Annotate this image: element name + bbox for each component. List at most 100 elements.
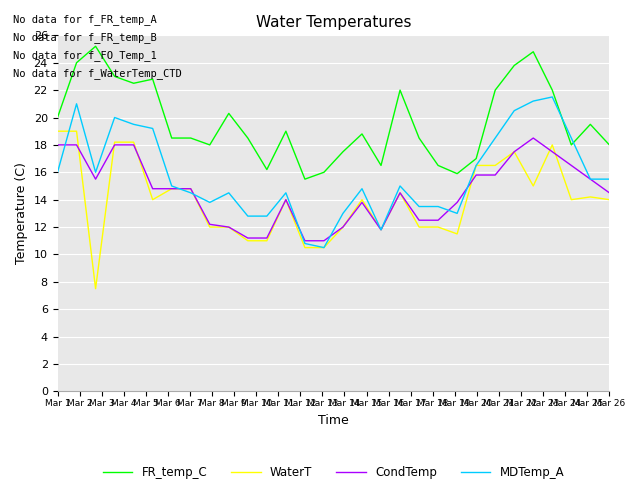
FR_temp_C <box>130 80 138 86</box>
CondTemp <box>244 235 252 241</box>
CondTemp <box>111 142 118 148</box>
FR_temp_C <box>605 142 613 148</box>
FR_temp_C <box>320 169 328 175</box>
WaterT <box>225 224 232 230</box>
Text: No data for f_FR_temp_B: No data for f_FR_temp_B <box>13 32 157 43</box>
FR_temp_C <box>244 135 252 141</box>
WaterT <box>396 190 404 196</box>
MDTemp_A <box>377 227 385 233</box>
Line: WaterT: WaterT <box>58 131 609 288</box>
WaterT <box>149 197 157 203</box>
WaterT <box>529 183 537 189</box>
FR_temp_C <box>149 76 157 82</box>
CondTemp <box>396 190 404 196</box>
FR_temp_C <box>282 128 290 134</box>
Text: No data for f_FO_Temp_1: No data for f_FO_Temp_1 <box>13 50 157 61</box>
WaterT <box>263 238 271 244</box>
CondTemp <box>415 217 423 223</box>
WaterT <box>168 186 175 192</box>
CondTemp <box>54 142 61 148</box>
Line: CondTemp: CondTemp <box>58 138 609 241</box>
CondTemp <box>605 190 613 196</box>
MDTemp_A <box>548 94 556 100</box>
WaterT <box>415 224 423 230</box>
WaterT <box>111 139 118 145</box>
CondTemp <box>358 200 366 205</box>
FR_temp_C <box>510 62 518 68</box>
WaterT <box>510 149 518 155</box>
CondTemp <box>168 186 175 192</box>
CondTemp <box>282 197 290 203</box>
Legend: FR_temp_C, WaterT, CondTemp, MDTemp_A: FR_temp_C, WaterT, CondTemp, MDTemp_A <box>98 461 569 480</box>
FR_temp_C <box>529 49 537 55</box>
CondTemp <box>586 176 594 182</box>
MDTemp_A <box>320 245 328 251</box>
MDTemp_A <box>358 186 366 192</box>
FR_temp_C <box>586 121 594 127</box>
CondTemp <box>187 186 195 192</box>
CondTemp <box>453 200 461 205</box>
MDTemp_A <box>282 190 290 196</box>
WaterT <box>605 197 613 203</box>
FR_temp_C <box>472 156 480 161</box>
WaterT <box>492 163 499 168</box>
FR_temp_C <box>377 163 385 168</box>
MDTemp_A <box>492 135 499 141</box>
MDTemp_A <box>168 183 175 189</box>
FR_temp_C <box>111 73 118 79</box>
WaterT <box>92 286 99 291</box>
Y-axis label: Temperature (C): Temperature (C) <box>15 162 28 264</box>
WaterT <box>187 186 195 192</box>
MDTemp_A <box>396 183 404 189</box>
X-axis label: Time: Time <box>318 414 349 427</box>
WaterT <box>568 197 575 203</box>
MDTemp_A <box>225 190 232 196</box>
CondTemp <box>206 221 214 227</box>
WaterT <box>586 194 594 200</box>
Text: No data for f_WaterTemp_CTD: No data for f_WaterTemp_CTD <box>13 68 182 79</box>
MDTemp_A <box>263 213 271 219</box>
WaterT <box>377 227 385 233</box>
FR_temp_C <box>415 135 423 141</box>
MDTemp_A <box>586 176 594 182</box>
FR_temp_C <box>54 115 61 120</box>
CondTemp <box>377 227 385 233</box>
MDTemp_A <box>54 169 61 175</box>
CondTemp <box>435 217 442 223</box>
MDTemp_A <box>510 108 518 114</box>
FR_temp_C <box>73 60 81 66</box>
MDTemp_A <box>244 213 252 219</box>
MDTemp_A <box>568 135 575 141</box>
MDTemp_A <box>339 211 347 216</box>
MDTemp_A <box>435 204 442 209</box>
MDTemp_A <box>453 211 461 216</box>
CondTemp <box>149 186 157 192</box>
CondTemp <box>529 135 537 141</box>
WaterT <box>54 128 61 134</box>
CondTemp <box>320 238 328 244</box>
FR_temp_C <box>568 142 575 148</box>
CondTemp <box>225 224 232 230</box>
FR_temp_C <box>168 135 175 141</box>
Line: MDTemp_A: MDTemp_A <box>58 97 609 248</box>
FR_temp_C <box>206 142 214 148</box>
MDTemp_A <box>187 190 195 196</box>
WaterT <box>244 238 252 244</box>
FR_temp_C <box>339 149 347 155</box>
FR_temp_C <box>453 171 461 177</box>
CondTemp <box>301 238 308 244</box>
FR_temp_C <box>396 87 404 93</box>
WaterT <box>282 197 290 203</box>
MDTemp_A <box>472 163 480 168</box>
Line: FR_temp_C: FR_temp_C <box>58 46 609 179</box>
FR_temp_C <box>301 176 308 182</box>
MDTemp_A <box>92 169 99 175</box>
MDTemp_A <box>149 126 157 132</box>
WaterT <box>435 224 442 230</box>
MDTemp_A <box>111 115 118 120</box>
FR_temp_C <box>225 110 232 116</box>
WaterT <box>472 163 480 168</box>
FR_temp_C <box>358 131 366 137</box>
WaterT <box>339 224 347 230</box>
CondTemp <box>472 172 480 178</box>
